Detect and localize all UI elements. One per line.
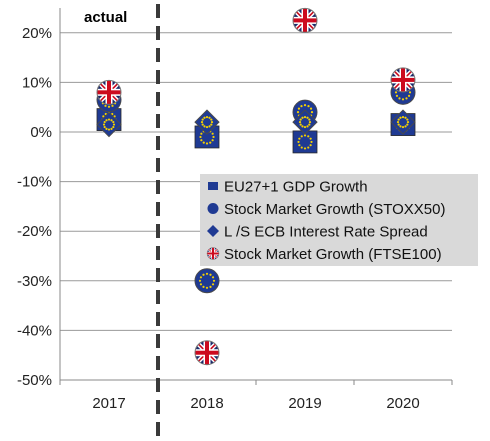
data-point-eu-flag-diamond — [96, 111, 122, 138]
x-tick-label: 2019 — [288, 395, 321, 412]
legend: EU27+1 GDP Growth Stock Market Growth (ST… — [200, 174, 478, 266]
annotation-actual: actual — [84, 9, 127, 26]
tick-labels: 20% 10% 0% -10% -20% -30% -40% -50% 2017 2018 2019… — [17, 25, 420, 412]
y-tick-label: -20% — [17, 223, 52, 240]
legend-box — [200, 174, 478, 266]
data-point-uk-flag-circle — [96, 79, 122, 105]
legend-label: Stock Market Growth (STOXX50) — [224, 201, 445, 218]
data-points — [96, 7, 416, 366]
legend-symbol-circle — [207, 203, 219, 214]
data-point-uk-flag-circle — [194, 340, 220, 366]
y-tick-label: -50% — [17, 372, 52, 389]
data-point-eu-flag-diamond — [194, 109, 220, 135]
data-point-uk-flag-circle — [390, 67, 416, 93]
y-tick-label: -40% — [17, 322, 52, 339]
x-tick-label: 2020 — [386, 395, 419, 412]
legend-label: L /S ECB Interest Rate Spread — [224, 224, 428, 241]
data-point-eu-flag-diamond — [390, 109, 416, 135]
y-tick-label: 10% — [22, 74, 52, 91]
legend-label: EU27+1 GDP Growth — [224, 179, 368, 196]
x-tick-label: 2017 — [92, 395, 125, 412]
y-tick-label: 20% — [22, 25, 52, 42]
y-tick-label: -10% — [17, 174, 52, 191]
legend-symbol-square — [208, 182, 218, 190]
legend-symbol-uk-flag — [206, 247, 220, 260]
y-tick-label: 0% — [30, 124, 52, 141]
data-point-eu-flag-circle — [194, 268, 220, 294]
legend-label: Stock Market Growth (FTSE100) — [224, 246, 442, 263]
legend-symbol-diamond — [207, 225, 219, 237]
x-tick-label: 2018 — [190, 395, 223, 412]
data-point-eu-flag-diamond — [292, 109, 318, 135]
y-tick-label: -30% — [17, 273, 52, 290]
legend-uk-flag-icon — [206, 247, 220, 260]
data-point-uk-flag-circle — [292, 7, 318, 33]
